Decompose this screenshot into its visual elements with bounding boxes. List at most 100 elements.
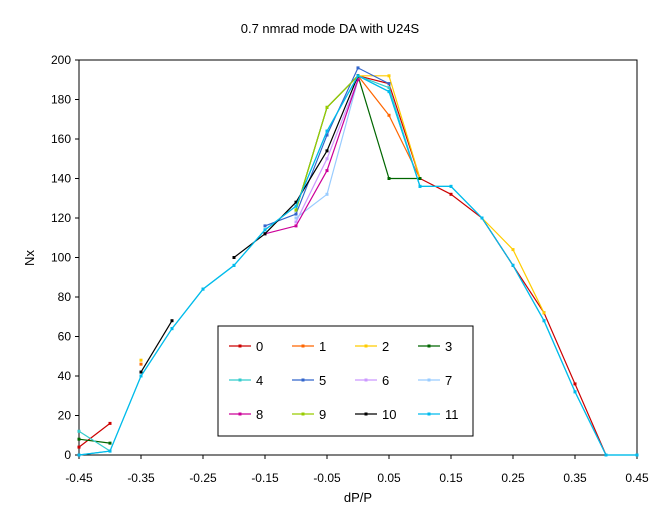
data-point (263, 224, 267, 228)
legend-marker (364, 412, 368, 416)
data-point (170, 319, 174, 323)
legend-marker (238, 378, 242, 382)
x-tick-label: -0.05 (313, 471, 341, 485)
x-tick-label: -0.25 (189, 471, 217, 485)
data-point (387, 177, 391, 180)
legend-label: 8 (256, 407, 263, 422)
legend-label: 4 (256, 373, 263, 388)
data-point (108, 441, 112, 445)
y-tick-label: 20 (58, 409, 72, 423)
data-point (263, 228, 267, 232)
legend-label: 10 (382, 407, 396, 422)
legend-label: 7 (445, 373, 452, 388)
y-tick-label: 200 (51, 53, 71, 67)
y-tick-label: 180 (51, 93, 71, 107)
y-axis-ticks: 0 20 40 60 80 100 120 140 160 180 200 (51, 53, 79, 462)
data-point (325, 129, 329, 133)
legend-label: 2 (382, 339, 389, 354)
series-line (233, 75, 359, 258)
y-tick-label: 140 (51, 172, 71, 186)
data-point (325, 133, 329, 137)
legend-label: 9 (319, 407, 326, 422)
data-point (263, 232, 267, 236)
data-point (232, 256, 236, 259)
data-point (356, 78, 360, 82)
legend-items: 0 1 2 3 4 5 6 7 8 9 10 11 (229, 339, 459, 422)
data-point (77, 453, 81, 457)
data-point (387, 113, 391, 117)
series-line (78, 422, 111, 448)
data-point (139, 358, 143, 362)
data-point (325, 105, 329, 109)
x-tick-label: 0.25 (501, 471, 525, 485)
data-point (294, 200, 298, 204)
y-tick-label: 120 (51, 211, 71, 225)
y-tick-label: 0 (64, 448, 71, 462)
legend-label: 1 (319, 339, 326, 354)
series-line (264, 79, 359, 235)
data-point (418, 184, 422, 188)
series-line (295, 79, 359, 219)
x-tick-label: 0.15 (439, 471, 463, 485)
x-tick-label: -0.45 (65, 471, 93, 485)
data-point (108, 421, 112, 425)
data-point (573, 382, 577, 386)
legend-marker (238, 412, 242, 416)
legend-label: 0 (256, 339, 263, 354)
x-tick-label: 0.45 (625, 471, 649, 485)
data-point (573, 390, 577, 394)
data-point (635, 453, 639, 457)
data-point (542, 319, 546, 323)
legend-marker (301, 344, 305, 348)
legend-marker (427, 378, 431, 382)
legend-marker (364, 344, 368, 348)
legend-marker (301, 412, 305, 416)
legend-label: 6 (382, 373, 389, 388)
data-point (542, 311, 546, 315)
legend-marker (427, 344, 431, 348)
data-point (139, 374, 143, 378)
data-point (294, 212, 298, 216)
legend-marker (301, 378, 305, 382)
data-point (201, 287, 205, 291)
data-point (325, 192, 329, 196)
data-point (356, 66, 360, 70)
data-point (387, 90, 391, 94)
series-2 (139, 74, 546, 362)
y-tick-label: 160 (51, 132, 71, 146)
chart-title: 0.7 nmrad mode DA with U24S (241, 21, 420, 36)
data-point (325, 149, 329, 153)
data-point (77, 445, 81, 449)
data-point (139, 370, 143, 374)
data-point (604, 453, 608, 457)
data-point (418, 177, 422, 180)
data-point (387, 74, 391, 78)
legend-marker (427, 412, 431, 416)
x-axis-ticks: -0.45 -0.35 -0.25 -0.15 -0.05 0.05 0.15 0.25 0.3… (65, 455, 649, 485)
y-tick-label: 40 (58, 369, 72, 383)
data-point (294, 224, 298, 228)
data-point (325, 169, 329, 173)
data-point (77, 437, 81, 441)
data-point (511, 248, 515, 252)
data-point (480, 216, 484, 220)
data-point (449, 184, 453, 188)
data-point (294, 204, 298, 208)
legend-marker (364, 378, 368, 382)
y-axis-label: Nx (22, 250, 37, 266)
legend-label: 11 (445, 407, 459, 422)
data-point (294, 208, 298, 212)
data-point (108, 449, 112, 453)
series-5 (263, 66, 391, 228)
y-tick-label: 60 (58, 330, 72, 344)
series-layer (77, 66, 639, 457)
series-11 (77, 74, 639, 457)
data-point (449, 192, 453, 196)
data-point (139, 362, 143, 366)
y-tick-label: 100 (51, 251, 71, 265)
x-tick-label: 0.05 (377, 471, 401, 485)
data-point (294, 220, 298, 224)
series-line (295, 74, 420, 211)
data-point (387, 86, 391, 90)
